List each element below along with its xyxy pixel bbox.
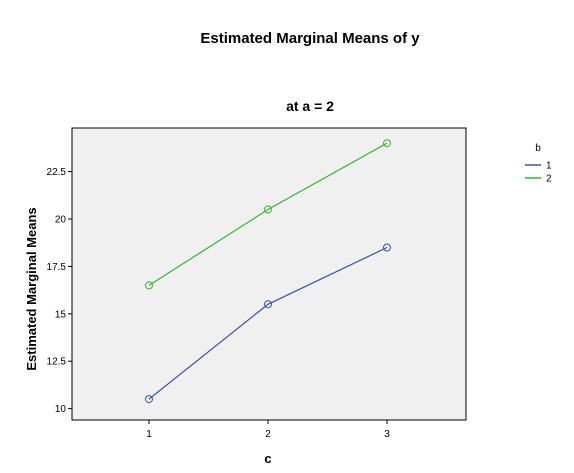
x-tick-label: 1 — [146, 429, 152, 440]
data-point-1-3 — [383, 243, 391, 252]
series-layer — [145, 139, 391, 404]
legend-label-1: 1 — [546, 161, 552, 172]
data-point-1-2 — [264, 300, 272, 309]
chart-title: Estimated Marginal Means of y — [200, 30, 420, 47]
y-tick-label: 12.5 — [47, 357, 67, 368]
y-axis: 10 12.5 15 17.5 20 22.5 — [47, 167, 72, 415]
data-point-2-1 — [145, 281, 153, 290]
legend-label-2: 2 — [546, 174, 552, 185]
legend: b 1 2 — [525, 143, 552, 185]
y-tick-label: 10 — [55, 404, 67, 415]
y-tick-label: 20 — [55, 215, 67, 226]
series-line-1 — [148, 246, 388, 400]
y-tick-label: 17.5 — [47, 262, 67, 273]
data-point-2-2 — [264, 205, 272, 214]
plot-area — [71, 127, 467, 421]
series-line-2 — [148, 142, 388, 286]
y-tick-label: 15 — [55, 309, 67, 320]
x-axis: 1 2 3 — [146, 420, 390, 440]
y-tick-label: 22.5 — [47, 167, 67, 178]
x-tick-label: 2 — [265, 429, 271, 440]
y-axis-title: Estimated Marginal Means — [24, 207, 39, 370]
x-axis-title: c — [264, 451, 271, 466]
chart-subtitle: at a = 2 — [286, 98, 334, 114]
legend-title: b — [535, 143, 541, 154]
data-point-1-1 — [145, 395, 153, 404]
x-tick-label: 3 — [384, 429, 390, 440]
data-point-2-3 — [383, 139, 391, 148]
